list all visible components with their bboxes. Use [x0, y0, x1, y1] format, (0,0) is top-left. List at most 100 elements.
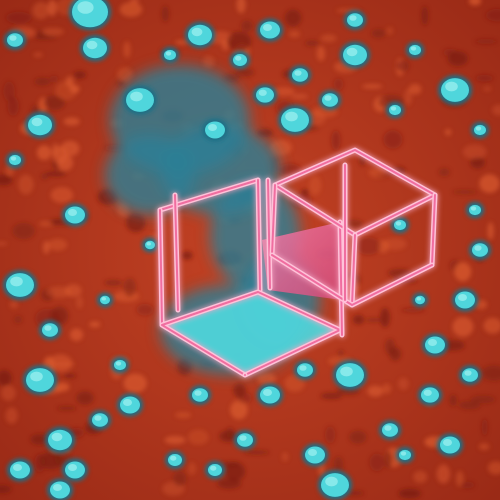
blob-highlight [263, 389, 272, 396]
cyan-blob [62, 203, 88, 227]
cyan-blob [89, 410, 111, 430]
texture-spot [284, 9, 302, 27]
texture-spot [483, 317, 500, 334]
cyan-blob [4, 30, 26, 50]
texture-spot [331, 130, 341, 151]
blob-highlight [194, 390, 202, 396]
cyan-blob [438, 75, 472, 105]
texture-spot [462, 144, 487, 160]
cyan-blob [452, 288, 478, 312]
cyan-blob [25, 111, 55, 139]
blob-highlight [410, 46, 417, 51]
texture-spot [33, 52, 43, 58]
texture-spot [470, 395, 496, 404]
blob-highlight [210, 465, 217, 471]
texture-spot [63, 117, 80, 126]
blob-highlight [349, 15, 357, 21]
cyan-blob [69, 0, 111, 31]
cyan-blob [412, 292, 428, 308]
blob-highlight [9, 35, 17, 41]
texture-spot [54, 218, 61, 224]
blob-highlight [390, 106, 397, 111]
lower-cube-inner-edge-core [267, 179, 271, 289]
texture-spot [130, 0, 140, 5]
blob-highlight [474, 245, 482, 251]
texture-spot [384, 451, 393, 469]
texture-spot [386, 27, 394, 35]
texture-spot [301, 189, 309, 196]
lower-cube-mid-edge-core [257, 179, 261, 291]
texture-spot [173, 471, 187, 487]
cyan-blob [45, 426, 75, 454]
texture-spot [41, 27, 64, 36]
texture-spot [369, 453, 385, 472]
texture-spot [48, 354, 73, 373]
cyan-blob [39, 320, 61, 340]
cyan-blob [189, 385, 211, 405]
cyan-blob [185, 21, 215, 49]
texture-spot [45, 171, 67, 177]
upper-cube-frame [269, 147, 438, 308]
cyan-blob [333, 360, 367, 390]
cyan-blob [340, 41, 370, 69]
texture-spot [487, 461, 500, 475]
blob-highlight [31, 117, 43, 127]
blob-highlight [400, 451, 407, 456]
lower-cube-left-edge-core [159, 209, 163, 326]
texture-spot [149, 234, 160, 239]
cyan-blob [111, 356, 129, 374]
texture-spot [233, 383, 247, 398]
blob-highlight [53, 484, 62, 491]
cyan-blob [289, 65, 311, 85]
texture-spot [18, 174, 34, 195]
texture-spot [316, 46, 326, 62]
texture-spot [49, 75, 59, 83]
blob-highlight [308, 449, 317, 456]
texture-spot [256, 128, 273, 138]
blob-highlight [445, 81, 458, 92]
cyan-blob [23, 365, 57, 395]
texture-spot [224, 462, 246, 481]
cyan-blob [234, 430, 256, 450]
texture-spot [281, 452, 289, 462]
texture-spot [181, 251, 193, 260]
texture-spot [14, 315, 23, 324]
texture-spot [76, 391, 94, 405]
texture-spot [43, 95, 66, 110]
cyan-blob [253, 84, 277, 106]
blob-highlight [77, 1, 94, 14]
texture-spot [104, 279, 123, 286]
texture-spot [51, 143, 60, 158]
texture-spot [63, 373, 77, 378]
blob-highlight [68, 209, 77, 216]
cyan-blob [7, 458, 33, 482]
blob-highlight [44, 325, 52, 331]
texture-spot [36, 145, 52, 161]
texture-spot [60, 140, 80, 157]
texture-spot [117, 67, 133, 82]
blob-highlight [475, 126, 482, 131]
texture-spot [333, 456, 344, 473]
cyan-blob [418, 384, 442, 406]
texture-spot [387, 268, 412, 277]
texture-spot [89, 321, 101, 328]
texture-spot [52, 382, 70, 392]
texture-spot [291, 93, 309, 100]
texture-spot [48, 238, 68, 251]
cyan-blob [62, 458, 88, 482]
cyan-blob [142, 237, 158, 253]
blob-highlight [165, 51, 172, 56]
cube-floor-face [162, 292, 340, 375]
texture-spot [317, 462, 326, 477]
cyan-blob [319, 90, 341, 110]
texture-spot [220, 461, 240, 467]
texture-spot [470, 156, 485, 169]
texture-spot [57, 406, 77, 411]
upper-cube-right-edge-core [431, 194, 436, 266]
cyan-blob [386, 101, 404, 119]
texture-spot [236, 0, 246, 14]
texture-spot [444, 129, 452, 136]
blob-highlight [94, 415, 102, 421]
texture-spot [188, 429, 209, 445]
cyan-blob [6, 151, 24, 169]
